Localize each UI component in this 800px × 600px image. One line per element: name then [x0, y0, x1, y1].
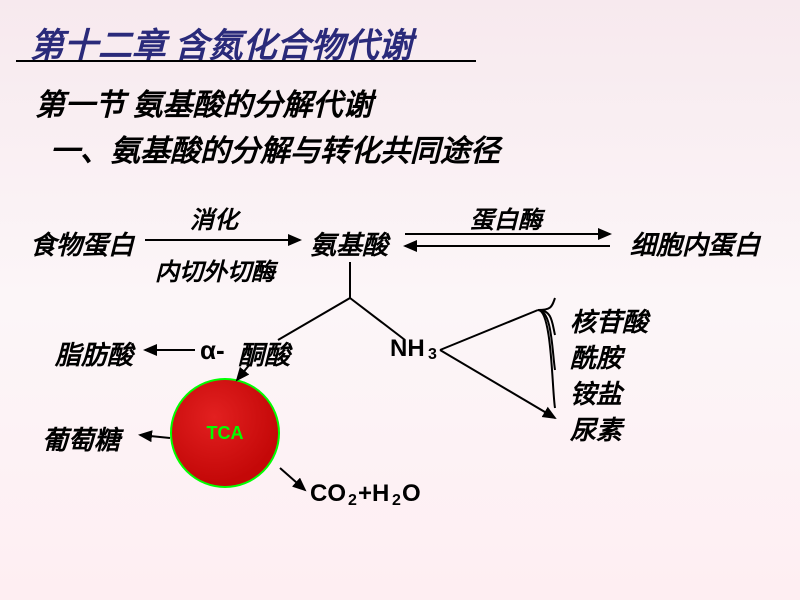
tca-label: TCA [207, 423, 244, 444]
title-underline [16, 60, 476, 62]
node-co2h2o-o: O [402, 480, 421, 508]
label-endo-exo: 内切外切酶 [155, 252, 275, 287]
node-keto-acid-alpha: α- [200, 335, 225, 366]
node-nh3: NH [390, 335, 425, 363]
tca-circle: TCA [170, 378, 280, 488]
node-amide: 酰胺 [570, 338, 622, 375]
node-ammonium: 铵盐 [570, 374, 622, 411]
node-fatty-acid: 脂肪酸 [55, 335, 133, 372]
node-food-protein: 食物蛋白 [30, 225, 134, 262]
node-glucose: 葡萄糖 [42, 420, 120, 457]
node-keto-acid: 酮酸 [238, 335, 290, 372]
node-nucleotide: 核苷酸 [570, 302, 648, 339]
node-co2h2o-2b: 2 [392, 492, 401, 510]
node-amino-acid: 氨基酸 [310, 225, 388, 262]
node-co2h2o-plus: +H [358, 480, 389, 508]
node-cell-protein: 细胞内蛋白 [630, 225, 760, 262]
section-title: 第一节 氨基酸的分解代谢 [35, 80, 373, 124]
label-digest: 消化 [190, 200, 238, 235]
subsection-title: 一、氨基酸的分解与转化共同途径 [50, 126, 500, 170]
node-nh3-sub: 3 [428, 346, 437, 364]
label-protease: 蛋白酶 [470, 200, 542, 235]
node-urea: 尿素 [570, 410, 622, 447]
node-co2h2o-2a: 2 [348, 492, 357, 510]
node-co2h2o-co: CO [310, 480, 346, 508]
